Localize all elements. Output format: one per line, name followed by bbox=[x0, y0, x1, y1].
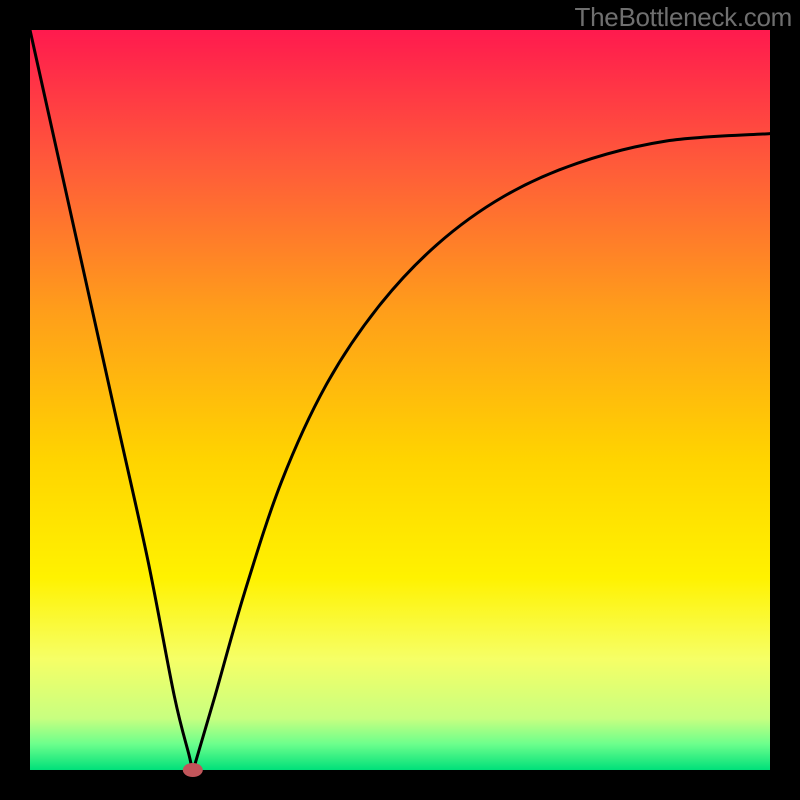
watermark-text: TheBottleneck.com bbox=[575, 2, 792, 33]
bottleneck-plot bbox=[0, 0, 800, 800]
chart-frame: TheBottleneck.com bbox=[0, 0, 800, 800]
minimum-marker bbox=[183, 763, 203, 777]
